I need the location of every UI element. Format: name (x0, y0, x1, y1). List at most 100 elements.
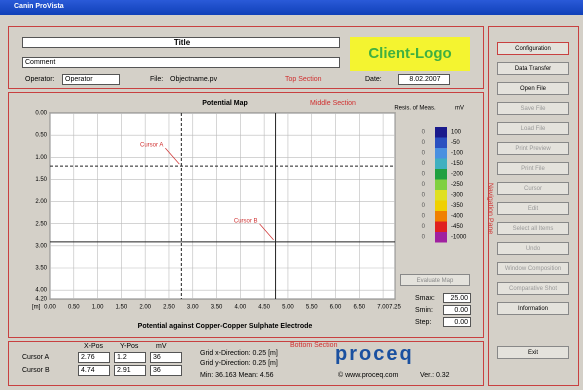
value-field: 2.76 (78, 352, 110, 363)
legend-label: -250 (451, 182, 464, 188)
legend-swatch (435, 211, 447, 222)
x-tick-label: 3.50 (211, 305, 223, 311)
legend-count: 0 (422, 182, 426, 188)
value-field: 4.74 (78, 365, 110, 376)
cursor-label: Cursor B (234, 218, 258, 224)
scale-field[interactable]: 0.00 (443, 317, 471, 327)
stats: Min: 36.163 Mean: 4.56 (200, 372, 274, 379)
legend-swatch (435, 179, 447, 190)
scale-field[interactable]: 25.00 (443, 293, 471, 303)
y-tick-label: 4.20 (35, 297, 47, 303)
nav-button[interactable]: Select all Items (497, 222, 569, 235)
x-tick-label: 5.50 (306, 305, 318, 311)
legend-count: 0 (422, 224, 426, 230)
legend-count: 0 (422, 193, 426, 199)
legend-label: -100 (451, 151, 464, 157)
value-field: 1.2 (114, 352, 146, 363)
x-tick-label: 5.00 (282, 305, 294, 311)
potential-map: 0.00 0.50 1.00 1.50 2.00 2.50 3.00 3.50 4.00 4.20… (32, 100, 467, 330)
nav-button[interactable]: Load File (497, 122, 569, 135)
nav-button[interactable]: Edit (497, 202, 569, 215)
x-tick-label: 6.00 (330, 305, 342, 311)
y-tick-label: 2.50 (35, 221, 47, 227)
legend-count: 0 (422, 140, 426, 146)
legend-label: -400 (451, 214, 464, 220)
legend-swatch (435, 221, 447, 232)
y-tick-label: 0.00 (35, 111, 47, 117)
section-label: Bottom Section (290, 342, 338, 349)
x-tick-label: 6.50 (353, 305, 365, 311)
nav-button[interactable]: Undo (497, 242, 569, 255)
x-tick-label: 1.00 (92, 305, 104, 311)
x-tick-label: 0.50 (68, 305, 80, 311)
section-label: Top Section (285, 76, 322, 83)
nav-button[interactable]: Cursor (497, 182, 569, 195)
comment-field[interactable]: Comment (22, 57, 340, 68)
value-field: 36 (150, 365, 182, 376)
column-header: Y-Pos (120, 343, 139, 350)
legend-count: 0 (422, 203, 426, 209)
nav-button[interactable]: Print Preview (497, 142, 569, 155)
y-tick-label: 3.00 (35, 243, 47, 249)
x-axis-label: Potential against Copper-Copper Sulphate… (138, 323, 313, 330)
file-label: File: (150, 76, 164, 83)
grid-x: Grid x-Direction: 0.25 [m] (200, 350, 278, 357)
file-name: Objectname.pv (170, 76, 218, 83)
version: Ver.: 0.32 (420, 372, 450, 379)
top-section (8, 26, 484, 89)
operator-field[interactable]: Operator (62, 74, 120, 85)
x-tick-label: 3.00 (187, 305, 199, 311)
exit-button[interactable]: Exit (497, 346, 569, 359)
legend-swatch (435, 127, 447, 138)
legend-count: 0 (422, 214, 426, 220)
scale-label: Smax: (415, 295, 435, 302)
date-field[interactable]: 8.02.2007 (398, 74, 450, 85)
client-logo: Client-Logo (350, 37, 470, 71)
legend-swatch (435, 137, 447, 148)
x-tick-label: 2.50 (163, 305, 175, 311)
evaluate-button[interactable]: Evaluate Map (400, 274, 470, 286)
legend-label: -350 (451, 203, 464, 209)
nav-button[interactable]: Configuration (497, 42, 569, 55)
nav-button[interactable]: Save File (497, 102, 569, 115)
unit-label: [m] (32, 305, 41, 311)
y-tick-label: 4.00 (35, 288, 47, 294)
column-header: X-Pos (84, 343, 104, 350)
legend-swatch (435, 169, 447, 180)
legend-swatch (435, 232, 447, 243)
window-title: Canin ProVista (14, 3, 64, 10)
legend-count: 0 (422, 235, 426, 241)
cursor-label: Cursor A (140, 143, 163, 149)
legend-count: 0 (422, 130, 426, 136)
x-tick-label: 4.00 (235, 305, 247, 311)
legend-label: -1000 (451, 235, 467, 241)
nav-button[interactable]: Print File (497, 162, 569, 175)
bottom-section (8, 341, 484, 386)
legend-label: -150 (451, 161, 464, 167)
legend-swatch (435, 148, 447, 159)
legend-header: mV (455, 106, 464, 112)
nav-button[interactable]: Comparative Shot (497, 282, 569, 295)
x-tick-label: 2.00 (139, 305, 151, 311)
nav-button[interactable]: Open File (497, 82, 569, 95)
legend-swatch (435, 200, 447, 211)
legend-label: -50 (451, 140, 460, 146)
value-field: 36 (150, 352, 182, 363)
scale-field[interactable]: 0.00 (443, 305, 471, 315)
y-tick-label: 2.00 (35, 199, 47, 205)
column-header: mV (156, 343, 167, 350)
row-label: Cursor A (22, 354, 50, 361)
pane-label: Navigation Pane (486, 182, 494, 235)
legend-label: -450 (451, 224, 464, 230)
value-field: 2.91 (114, 365, 146, 376)
plot-area (49, 112, 396, 300)
nav-button[interactable]: Information (497, 302, 569, 315)
legend-label: -300 (451, 193, 464, 199)
nav-button[interactable]: Data Transfer (497, 62, 569, 75)
scale-label: Step: (415, 319, 432, 326)
website: © www.proceq.com (338, 372, 399, 379)
section-label: Middle Section (310, 100, 356, 107)
navigation-pane (488, 26, 579, 386)
legend-header: Resis. of Meas. (394, 106, 436, 112)
nav-button[interactable]: Window Composition (497, 262, 569, 275)
